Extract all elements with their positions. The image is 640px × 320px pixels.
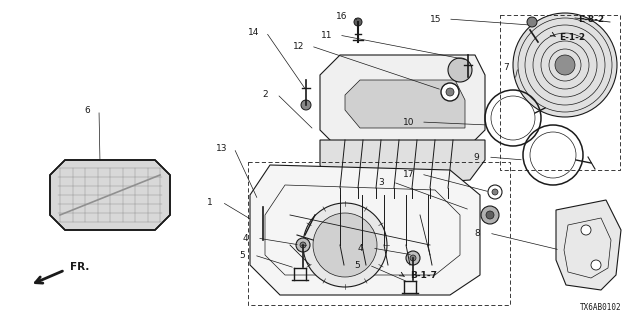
Text: 5: 5 — [239, 251, 245, 260]
Polygon shape — [556, 200, 621, 290]
Circle shape — [441, 83, 459, 101]
Text: 11: 11 — [321, 30, 333, 39]
Text: 17: 17 — [403, 170, 415, 179]
Circle shape — [486, 211, 494, 219]
Polygon shape — [320, 140, 485, 190]
Text: 12: 12 — [293, 42, 305, 51]
Text: B-1-7: B-1-7 — [410, 271, 437, 281]
Circle shape — [446, 88, 454, 96]
Text: 5: 5 — [354, 260, 360, 269]
Circle shape — [406, 251, 420, 265]
Text: TX6AB0102: TX6AB0102 — [580, 303, 622, 312]
Text: 7: 7 — [503, 62, 509, 71]
Text: 10: 10 — [403, 117, 415, 126]
Text: 14: 14 — [248, 28, 260, 36]
Polygon shape — [50, 160, 170, 230]
Text: 3: 3 — [378, 178, 384, 187]
Text: 6: 6 — [84, 106, 90, 115]
Circle shape — [488, 185, 502, 199]
Circle shape — [313, 213, 377, 277]
Text: E-8-2: E-8-2 — [578, 14, 604, 23]
Circle shape — [513, 13, 617, 117]
Text: 13: 13 — [216, 143, 228, 153]
Circle shape — [481, 206, 499, 224]
Circle shape — [555, 55, 575, 75]
Circle shape — [296, 238, 310, 252]
Text: 4: 4 — [357, 244, 363, 252]
Text: 9: 9 — [473, 153, 479, 162]
Text: 2: 2 — [262, 90, 268, 99]
Text: 8: 8 — [474, 228, 480, 237]
Circle shape — [301, 100, 311, 110]
Circle shape — [300, 242, 306, 248]
Circle shape — [354, 18, 362, 26]
Circle shape — [410, 255, 416, 261]
Polygon shape — [320, 55, 485, 150]
Circle shape — [303, 203, 387, 287]
Polygon shape — [253, 195, 273, 207]
Text: 16: 16 — [336, 12, 348, 20]
Circle shape — [581, 225, 591, 235]
Text: 15: 15 — [430, 14, 442, 23]
Text: FR.: FR. — [70, 262, 90, 272]
Circle shape — [492, 189, 498, 195]
Text: 4: 4 — [242, 234, 248, 243]
Circle shape — [527, 17, 537, 27]
Circle shape — [448, 58, 472, 82]
Circle shape — [591, 260, 601, 270]
Text: 1: 1 — [207, 197, 213, 206]
Text: E-1-2: E-1-2 — [559, 33, 585, 42]
Polygon shape — [250, 165, 480, 295]
Polygon shape — [345, 80, 465, 128]
